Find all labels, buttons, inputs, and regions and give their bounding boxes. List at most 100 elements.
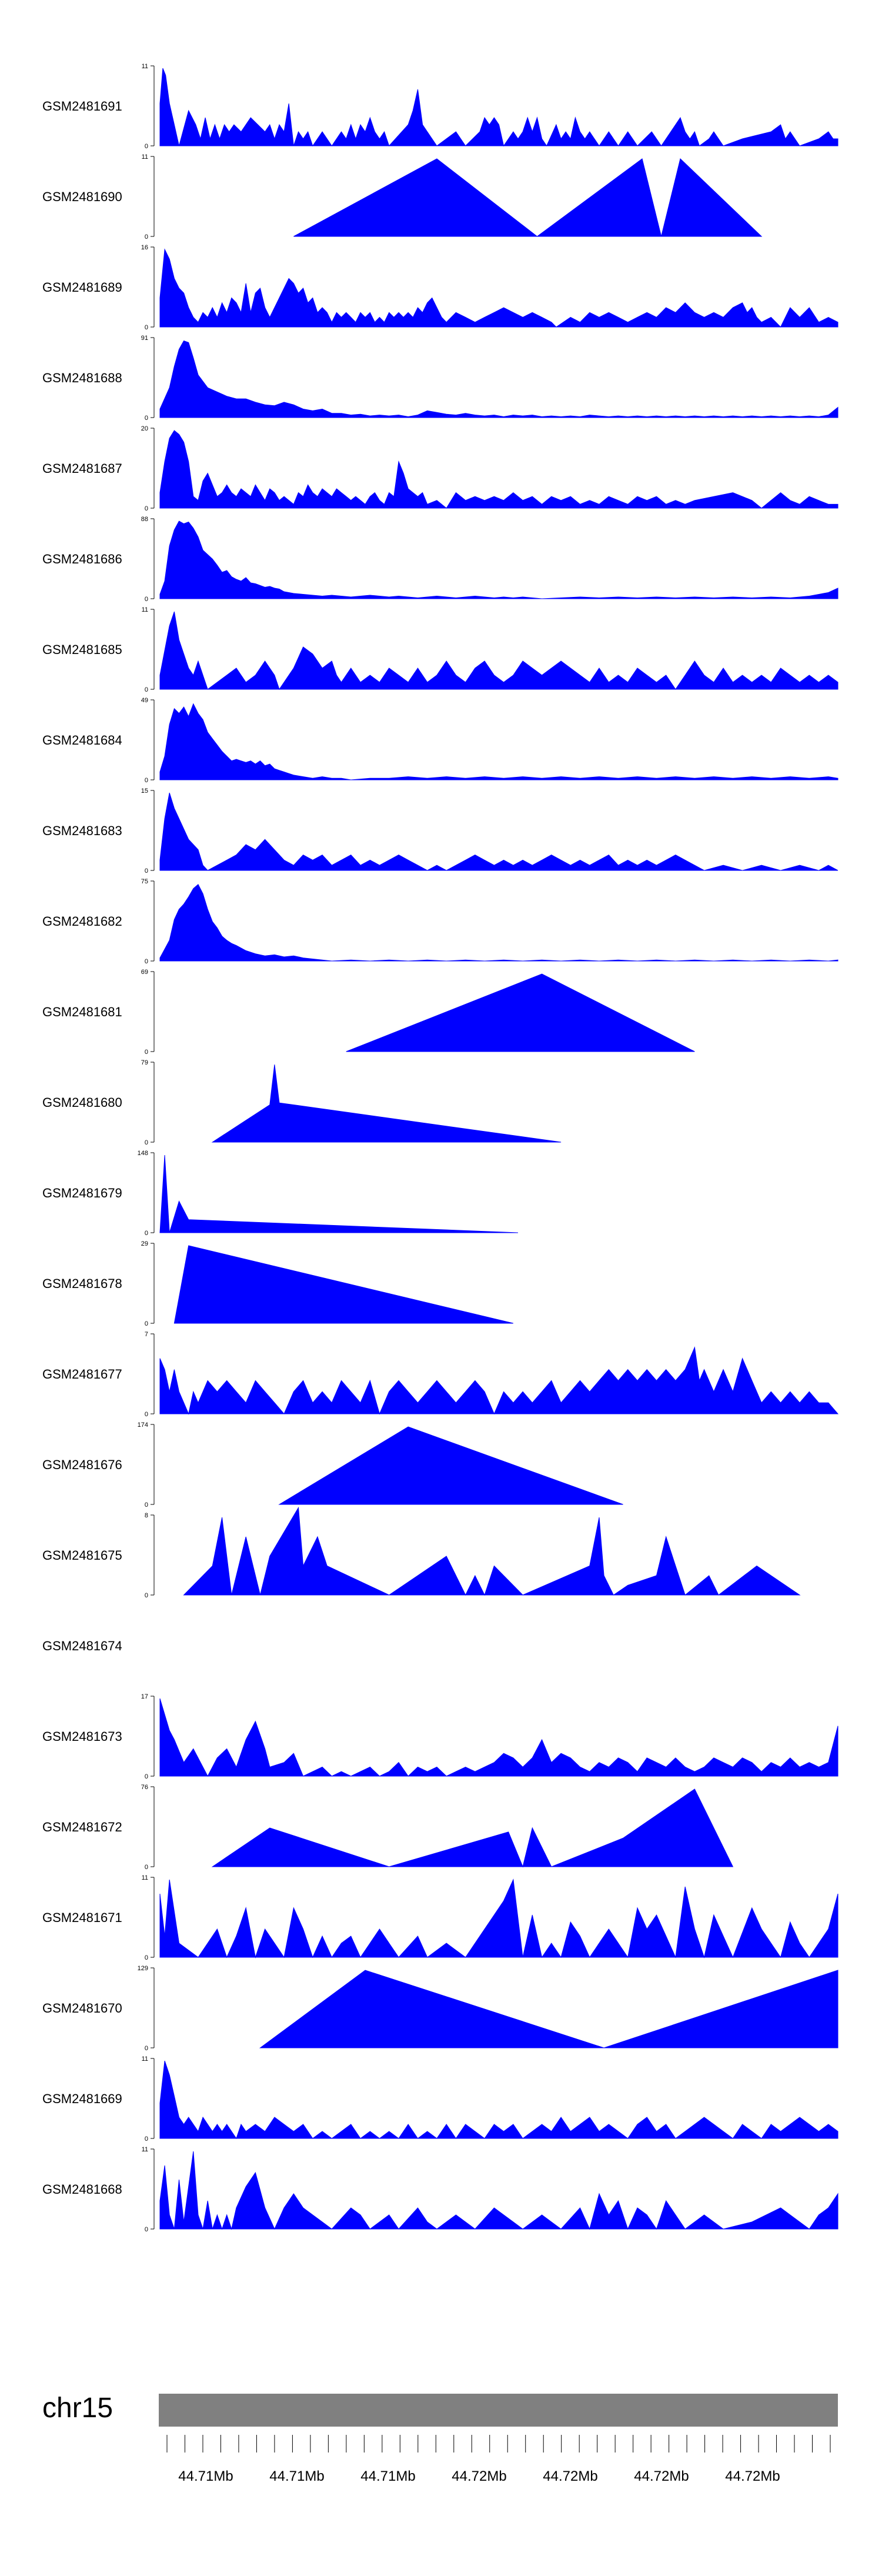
track-ymin-label: 0 (145, 2045, 148, 2052)
track-label: GSM2481690 (42, 189, 122, 204)
track-ymin-label: 0 (145, 2226, 148, 2233)
track-GSM2481677: GSM2481677 7 0 (42, 1331, 839, 1418)
track-ymax-label: 16 (141, 244, 148, 251)
track-label: GSM2481677 (42, 1367, 122, 1382)
track-GSM2481684: GSM2481684 49 0 (42, 697, 838, 784)
track-ymin-label: 0 (145, 1139, 148, 1146)
track-ymax-label: 7 (145, 1331, 148, 1338)
track-ymax-label: 8 (145, 1512, 148, 1519)
genome-axis-label: 44.72Mb (634, 2468, 689, 2484)
genome-axis-ticks (166, 2435, 831, 2452)
track-GSM2481691: GSM2481691 11 0 (42, 63, 838, 150)
track-ymin-label: 0 (145, 958, 148, 965)
track-GSM2481680: GSM2481680 79 0 (42, 1059, 562, 1146)
track-ymax-label: 11 (142, 154, 148, 161)
track-GSM2481679: GSM2481679 148 0 (42, 1150, 519, 1237)
genome-axis: chr15 44.71Mb 44.71Mb 44.71Mb 44.72Mb 44.72M… (42, 2393, 838, 2484)
track-ymax-label: 69 (141, 969, 148, 976)
track-GSM2481687: GSM2481687 20 0 (42, 425, 838, 512)
track-GSM2481675: GSM2481675 8 0 (42, 1506, 801, 1599)
track-ymax-label: 75 (141, 878, 148, 885)
track-label: GSM2481668 (42, 2182, 122, 2197)
track-ymax-label: 29 (141, 1240, 148, 1247)
track-label: GSM2481676 (42, 1457, 122, 1472)
track-ymin-label: 0 (145, 686, 148, 693)
track-GSM2481670: GSM2481670 129 0 (42, 1965, 838, 2052)
track-label: GSM2481688 (42, 371, 122, 385)
coverage-area (159, 703, 838, 780)
track-GSM2481668: GSM2481668 11 0 (42, 2146, 838, 2233)
coverage-area (159, 1346, 839, 1415)
track-ymin-label: 0 (145, 1773, 148, 1780)
track-GSM2481681: GSM2481681 69 0 (42, 969, 695, 1056)
track-ymin-label: 0 (145, 1230, 148, 1237)
track-ymax-label: 11 (142, 1874, 148, 1881)
genome-axis-labels: 44.71Mb 44.71Mb 44.71Mb 44.72Mb 44.72Mb 44.72… (178, 2468, 780, 2484)
track-GSM2481686: GSM2481686 88 0 (42, 516, 838, 603)
coverage-area (159, 68, 838, 147)
coverage-area (159, 340, 838, 418)
track-label: GSM2481682 (42, 914, 122, 929)
track-ymin-label: 0 (145, 415, 148, 422)
track-GSM2481682: GSM2481682 75 0 (42, 878, 838, 965)
track-ymax-label: 79 (141, 1059, 148, 1066)
genome-axis-label: 44.71Mb (360, 2468, 415, 2484)
track-GSM2481676: GSM2481676 174 0 (42, 1422, 623, 1509)
track-ymax-label: 15 (141, 788, 148, 795)
coverage-area (211, 1064, 562, 1143)
coverage-area (159, 792, 838, 871)
track-label: GSM2481686 (42, 552, 122, 566)
track-ymax-label: 76 (141, 1784, 148, 1791)
genome-axis-label: 44.71Mb (269, 2468, 324, 2484)
track-label: GSM2481675 (42, 1548, 122, 1563)
track-GSM2481683: GSM2481683 15 0 (42, 788, 838, 875)
track-GSM2481689: GSM2481689 16 0 (42, 244, 838, 331)
track-ymin-label: 0 (145, 1049, 148, 1056)
track-label: GSM2481670 (42, 2001, 122, 2016)
track-ymin-label: 0 (145, 1864, 148, 1871)
track-ymax-label: 129 (138, 1965, 148, 1972)
track-ymax-label: 17 (141, 1693, 148, 1700)
track-ymin-label: 0 (145, 505, 148, 512)
coverage-area (159, 2151, 838, 2230)
coverage-area (211, 1788, 734, 1868)
track-GSM2481674: GSM2481674 (42, 1639, 122, 1653)
track-label: GSM2481678 (42, 1276, 122, 1291)
coverage-area (159, 884, 838, 962)
track-ymin-label: 0 (145, 2135, 148, 2143)
track-ymax-label: 49 (141, 697, 148, 704)
track-GSM2481669: GSM2481669 11 0 (42, 2056, 838, 2143)
track-label: GSM2481672 (42, 1820, 122, 1834)
data-tracks: GSM2481691110GSM2481690110GSM2481689160G… (42, 63, 839, 2233)
track-GSM2481688: GSM2481688 91 0 (42, 335, 838, 422)
coverage-area (173, 1245, 514, 1324)
chromosome-ideogram (159, 2394, 838, 2427)
track-ymin-label: 0 (145, 1592, 148, 1599)
track-label: GSM2481671 (42, 1910, 122, 1925)
genome-axis-label: 44.72Mb (725, 2468, 780, 2484)
track-ymin-label: 0 (145, 1954, 148, 1961)
track-ymax-label: 11 (142, 2056, 148, 2063)
coverage-area (293, 158, 763, 237)
track-label: GSM2481681 (42, 1005, 122, 1019)
genome-axis-label: 44.71Mb (178, 2468, 233, 2484)
track-label: GSM2481673 (42, 1729, 122, 1744)
track-ymax-label: 148 (138, 1150, 148, 1157)
track-label: GSM2481689 (42, 280, 122, 295)
track-GSM2481685: GSM2481685 11 0 (42, 606, 838, 693)
coverage-area (159, 1698, 838, 1777)
coverage-area (278, 1426, 623, 1505)
genome-axis-label: 44.72Mb (543, 2468, 597, 2484)
track-GSM2481672: GSM2481672 76 0 (42, 1784, 734, 1871)
track-label: GSM2481691 (42, 99, 122, 114)
genome-axis-label: 44.72Mb (452, 2468, 506, 2484)
track-GSM2481673: GSM2481673 17 0 (42, 1693, 838, 1780)
coverage-area (159, 611, 838, 690)
track-label: GSM2481680 (42, 1095, 122, 1110)
coverage-area (259, 1970, 838, 2048)
track-label: GSM2481687 (42, 461, 122, 476)
track-ymin-label: 0 (145, 867, 148, 875)
track-label: GSM2481669 (42, 2091, 122, 2106)
coverage-area (159, 430, 838, 509)
